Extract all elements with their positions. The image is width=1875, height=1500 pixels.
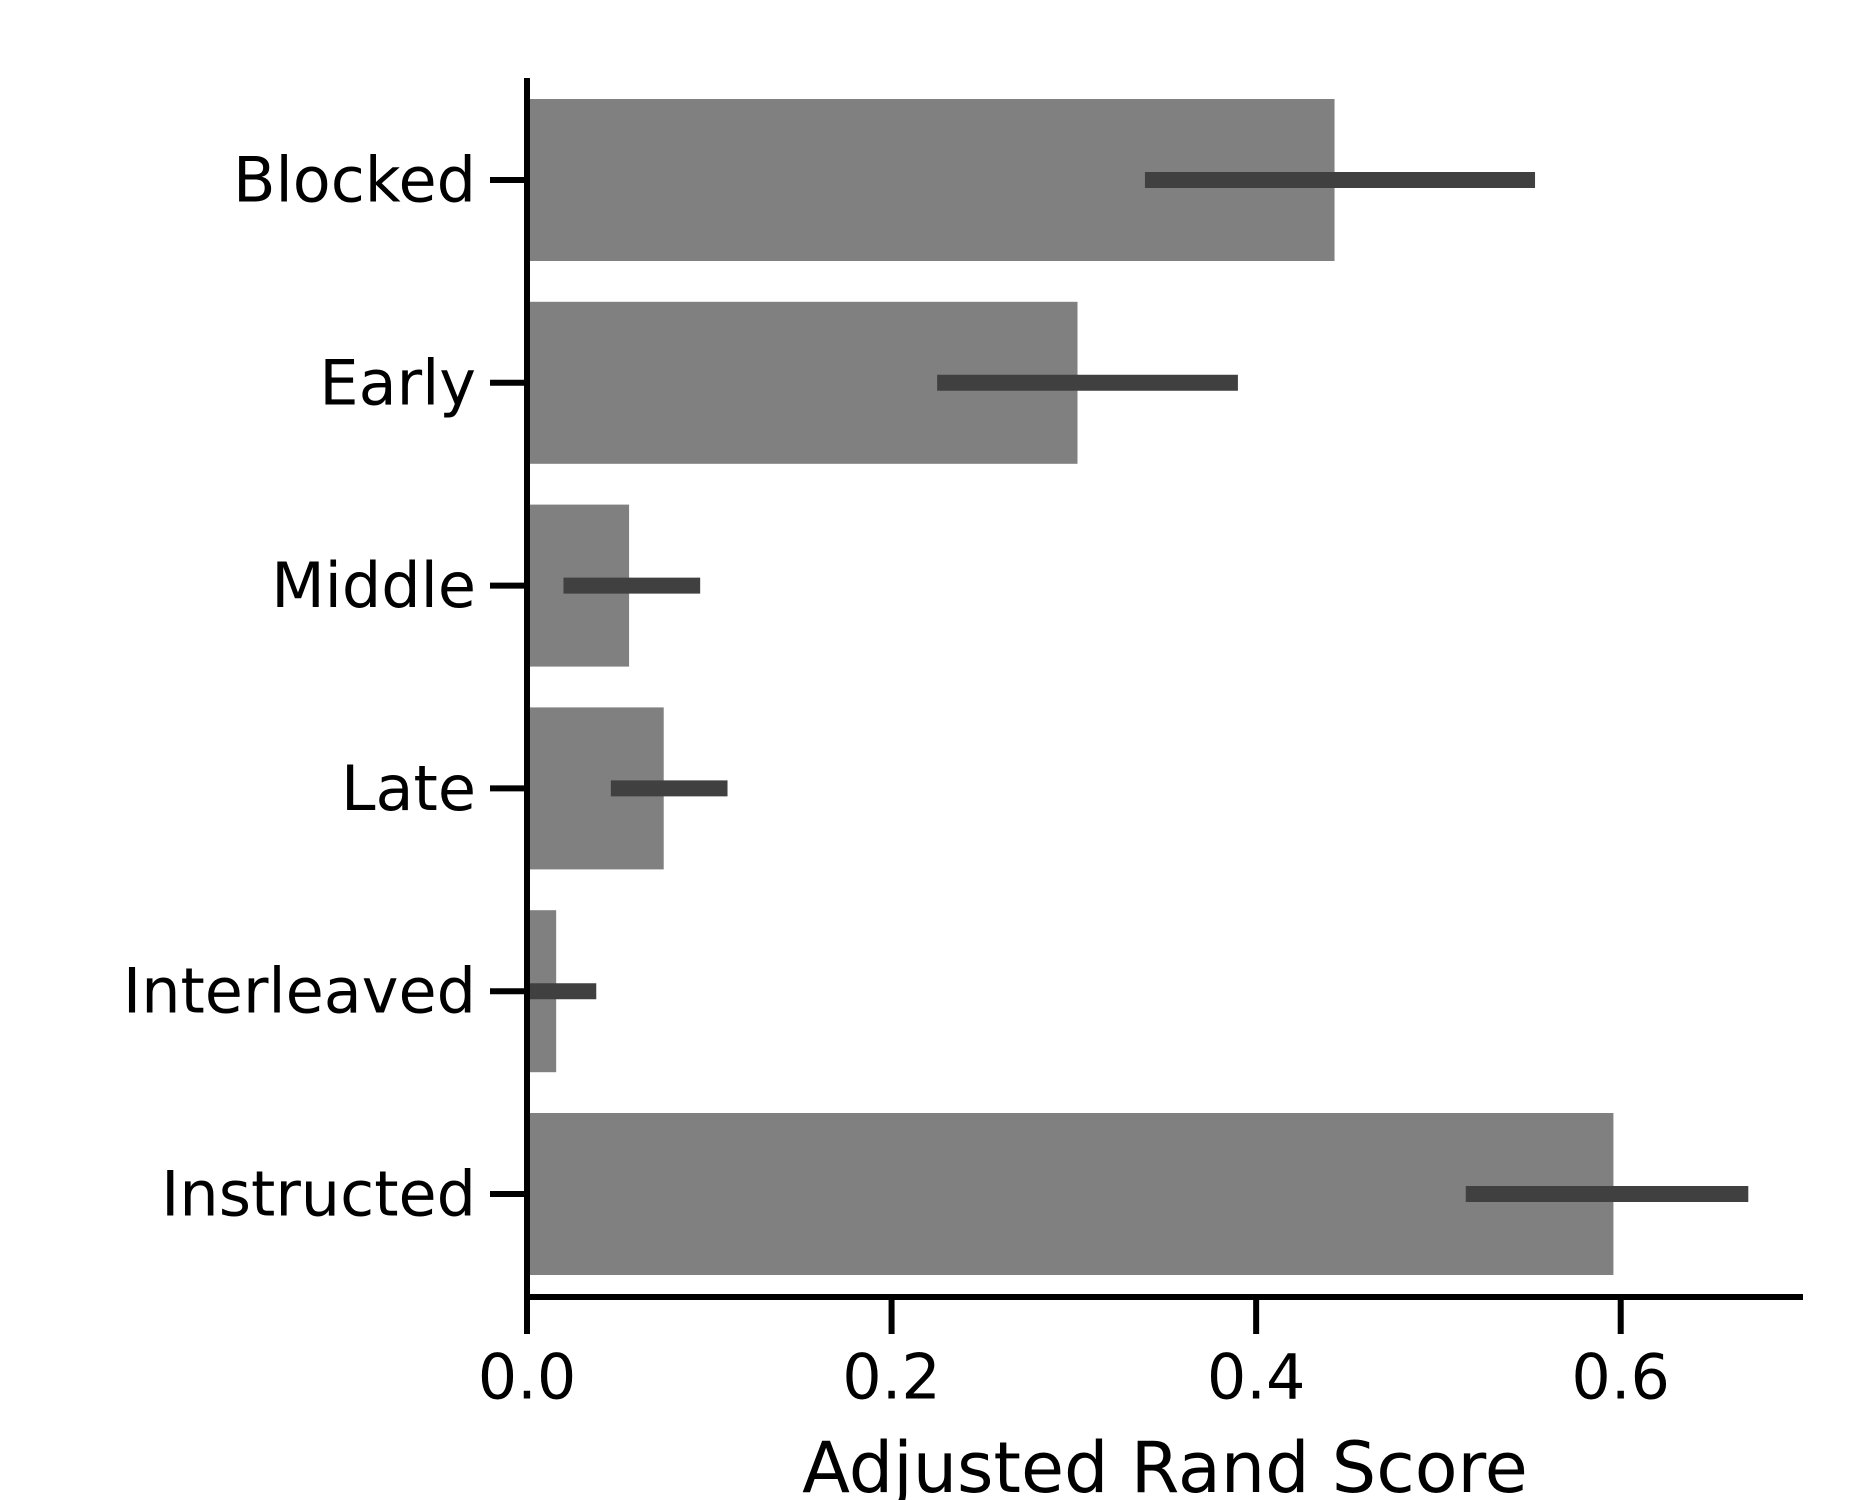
x-tick-label-2: 0.4 [1207,1340,1306,1413]
y-tick-label-blocked: Blocked [233,144,476,217]
bars-layer [527,99,1614,1275]
bar-instructed [527,1113,1614,1275]
x-tick-label-0: 0.0 [478,1340,577,1413]
y-ticks-layer: Blocked Early Middle Late Interleaved Instruc… [123,144,527,1231]
x-tick-label-3: 0.6 [1571,1340,1670,1413]
x-tick-label-1: 0.2 [842,1340,941,1413]
y-tick-label-late: Late [341,752,476,825]
error-bars-layer [527,172,1749,1202]
y-tick-label-interleaved: Interleaved [123,955,476,1028]
y-tick-label-early: Early [319,346,476,419]
y-tick-label-instructed: Instructed [161,1158,476,1231]
axes-layer [524,78,1803,1300]
x-ticks-layer: 0.0 0.2 0.4 0.6 [478,1297,1670,1413]
x-axis-label: Adjusted Rand Score [802,1427,1528,1500]
y-tick-label-middle: Middle [271,549,476,622]
